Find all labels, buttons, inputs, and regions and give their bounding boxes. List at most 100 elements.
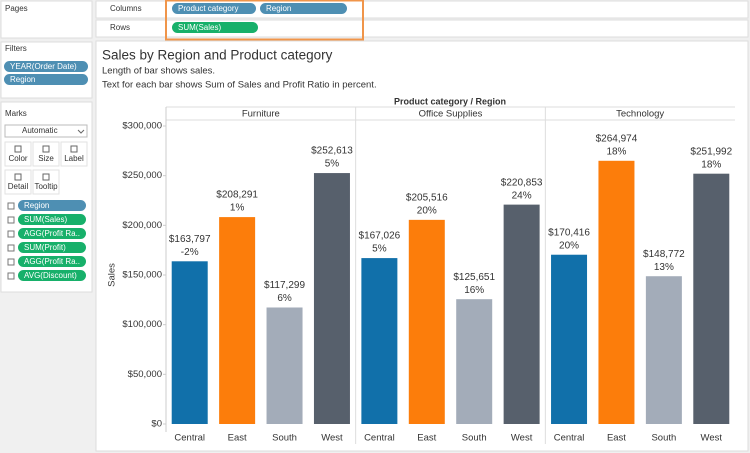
ratio-label: -2% bbox=[181, 247, 199, 258]
column-pill-text: Region bbox=[266, 4, 291, 13]
ratio-label: 20% bbox=[559, 240, 579, 251]
rows-shelf bbox=[95, 19, 749, 38]
pages-label: Pages bbox=[5, 4, 28, 13]
value-label: $252,613 bbox=[311, 146, 353, 157]
mark-pill[interactable] bbox=[18, 270, 86, 281]
y-axis-title: Sales bbox=[107, 263, 118, 287]
row-pill-text: SUM(Sales) bbox=[178, 23, 221, 32]
ratio-label: 18% bbox=[606, 146, 626, 157]
x-tick-label: West bbox=[321, 433, 343, 444]
x-tick-label: Central bbox=[554, 433, 585, 444]
y-tick-label: $0 bbox=[151, 419, 162, 430]
pane-header: Office Supplies bbox=[419, 109, 483, 120]
mark-button-icon bbox=[42, 173, 50, 181]
ratio-label: 6% bbox=[277, 293, 292, 304]
value-label: $163,797 bbox=[169, 234, 211, 245]
column-pill[interactable] bbox=[260, 3, 347, 14]
mark-pill-text: Region bbox=[24, 201, 49, 210]
mark-button-icon bbox=[70, 145, 78, 153]
y-tick-label: $50,000 bbox=[128, 369, 162, 380]
dropdown-arrow bbox=[77, 129, 85, 134]
y-tick-label: $250,000 bbox=[122, 170, 162, 181]
y-tick-label: $100,000 bbox=[122, 319, 162, 330]
value-label: $251,992 bbox=[690, 146, 732, 157]
chart-subtitle: Length of bar shows sales. bbox=[102, 66, 215, 77]
bar bbox=[503, 204, 540, 424]
ratio-label: 5% bbox=[325, 159, 340, 170]
mark-pill[interactable] bbox=[18, 200, 86, 211]
bar bbox=[266, 307, 303, 424]
mark-pill-icon bbox=[7, 258, 15, 266]
value-label: $167,026 bbox=[359, 231, 401, 242]
mark-pill-text: AVG(Discount) bbox=[24, 271, 77, 280]
mark-button-label: Label bbox=[64, 154, 84, 163]
filter-pill[interactable] bbox=[4, 74, 88, 85]
bar bbox=[219, 217, 256, 424]
bar bbox=[313, 173, 350, 424]
chart-subtitle: Text for each bar shows Sum of Sales and… bbox=[102, 80, 377, 91]
filters-label: Filters bbox=[5, 44, 27, 53]
bar bbox=[598, 160, 635, 425]
value-label: $220,853 bbox=[501, 177, 543, 188]
mark-type-dropdown[interactable] bbox=[4, 124, 88, 138]
mark-pill-text: AGG(Profit Ra.. bbox=[24, 257, 80, 266]
highlight-box bbox=[165, 0, 364, 41]
filter-pill-text: Region bbox=[10, 75, 35, 84]
filter-pill-text: YEAR(Order Date) bbox=[10, 62, 77, 71]
x-tick-label: South bbox=[272, 433, 297, 444]
filter-pill[interactable] bbox=[4, 61, 88, 72]
y-tick-label: $150,000 bbox=[122, 270, 162, 281]
column-pill[interactable] bbox=[172, 3, 256, 14]
mark-pill-icon bbox=[7, 216, 15, 224]
chart-title: Sales by Region and Product category bbox=[102, 48, 333, 63]
mark-pill-text: AGG(Profit Ra.. bbox=[24, 229, 80, 238]
y-tick-label: $300,000 bbox=[122, 121, 162, 132]
bar bbox=[361, 258, 398, 424]
value-label: $264,974 bbox=[596, 133, 638, 144]
mark-pill-icon bbox=[7, 230, 15, 238]
x-tick-label: West bbox=[701, 433, 723, 444]
row-pill[interactable] bbox=[172, 22, 258, 33]
columns-shelf bbox=[95, 0, 749, 19]
mark-button-label: Detail bbox=[8, 182, 29, 191]
x-tick-label: South bbox=[462, 433, 487, 444]
bar bbox=[645, 276, 682, 424]
value-label: $148,772 bbox=[643, 249, 685, 260]
pane-header: Furniture bbox=[242, 109, 280, 120]
mark-button-icon bbox=[42, 145, 50, 153]
mark-button-icon bbox=[14, 173, 22, 181]
bar bbox=[693, 173, 730, 424]
bar bbox=[551, 254, 588, 424]
marks-label: Marks bbox=[5, 109, 27, 118]
bar bbox=[408, 219, 445, 424]
ratio-label: 13% bbox=[654, 262, 674, 273]
mark-pill[interactable] bbox=[18, 228, 86, 239]
mark-button-label: Tooltip bbox=[34, 182, 58, 191]
mark-pill-icon bbox=[7, 244, 15, 252]
y-tick-label: $200,000 bbox=[122, 220, 162, 231]
ratio-label: 1% bbox=[230, 203, 245, 214]
mark-button-icon bbox=[14, 145, 22, 153]
ratio-label: 16% bbox=[464, 285, 484, 296]
mark-pill[interactable] bbox=[18, 242, 86, 253]
x-tick-label: Central bbox=[364, 433, 395, 444]
bar bbox=[456, 299, 493, 424]
rows-label: Rows bbox=[110, 23, 130, 32]
mark-pill[interactable] bbox=[18, 256, 86, 267]
column-header: Product category / Region bbox=[394, 96, 506, 106]
value-label: $117,299 bbox=[264, 280, 305, 291]
mark-pill-text: SUM(Sales) bbox=[24, 215, 67, 224]
mark-pill[interactable] bbox=[18, 214, 86, 225]
mark-pill-icon bbox=[7, 272, 15, 280]
pane-header: Technology bbox=[616, 109, 664, 120]
pages-card bbox=[0, 0, 93, 39]
bar bbox=[171, 261, 208, 424]
mark-pill-icon bbox=[7, 202, 15, 210]
x-tick-label: East bbox=[228, 433, 247, 444]
ratio-label: 20% bbox=[417, 205, 437, 216]
ratio-label: 24% bbox=[512, 190, 532, 201]
x-tick-label: East bbox=[417, 433, 436, 444]
mark-button-label: Color bbox=[8, 154, 27, 163]
columns-label: Columns bbox=[110, 4, 142, 13]
